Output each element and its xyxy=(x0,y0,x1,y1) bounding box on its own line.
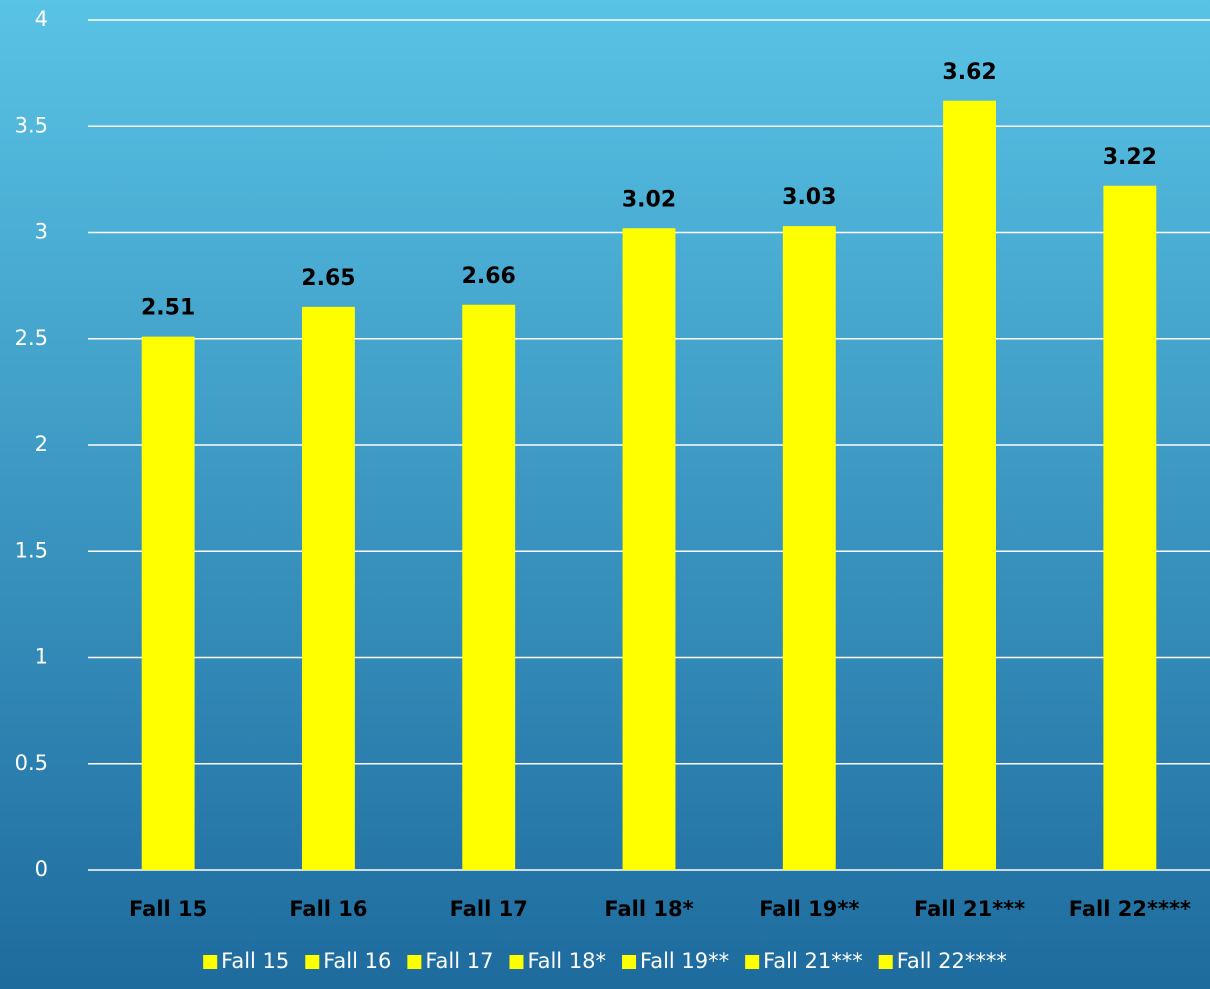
data-label: 3.03 xyxy=(782,185,836,210)
legend-swatch xyxy=(745,955,760,969)
x-tick-label: Fall 17 xyxy=(450,897,528,921)
legend-label: Fall 16 xyxy=(323,949,391,973)
legend-swatch xyxy=(622,955,637,969)
y-tick-label: 4 xyxy=(35,7,48,31)
legend-label: Fall 18* xyxy=(527,949,606,973)
data-label: 2.51 xyxy=(141,296,195,321)
bar xyxy=(301,306,355,870)
x-tick-label: Fall 19** xyxy=(759,897,859,921)
data-label: 3.62 xyxy=(942,60,996,85)
legend-label: Fall 15 xyxy=(221,949,289,973)
y-tick-label: 1.5 xyxy=(15,538,48,562)
legend-label: Fall 17 xyxy=(425,949,493,973)
legend-label: Fall 19** xyxy=(640,949,729,973)
data-label: 3.02 xyxy=(622,187,676,212)
x-tick-label: Fall 21*** xyxy=(914,897,1025,921)
legend-label: Fall 22**** xyxy=(897,949,1007,973)
bar xyxy=(141,336,195,870)
bar xyxy=(782,226,836,870)
x-tick-label: Fall 22**** xyxy=(1069,897,1191,921)
legend-swatch xyxy=(878,955,893,969)
bar xyxy=(1103,185,1157,870)
bar xyxy=(462,304,516,870)
y-tick-label: 2 xyxy=(35,432,48,456)
y-tick-label: 3 xyxy=(35,220,48,244)
legend-swatch xyxy=(509,955,524,969)
x-tick-label: Fall 18* xyxy=(604,897,693,921)
x-tick-label: Fall 16 xyxy=(289,897,367,921)
y-tick-label: 3.5 xyxy=(15,113,48,137)
bar xyxy=(622,228,676,870)
legend-label: Fall 21*** xyxy=(763,949,863,973)
legend-swatch xyxy=(407,955,422,969)
legend-swatch xyxy=(305,955,320,969)
legend-swatch xyxy=(203,955,218,969)
data-label: 2.65 xyxy=(301,266,355,291)
y-tick-label: 0.5 xyxy=(15,751,48,775)
bar xyxy=(943,100,997,870)
y-tick-label: 1 xyxy=(35,645,48,669)
data-label: 3.22 xyxy=(1103,145,1157,170)
data-label: 2.66 xyxy=(462,264,516,289)
y-tick-label: 0 xyxy=(35,857,48,881)
x-tick-label: Fall 15 xyxy=(129,897,207,921)
y-tick-label: 2.5 xyxy=(15,326,48,350)
